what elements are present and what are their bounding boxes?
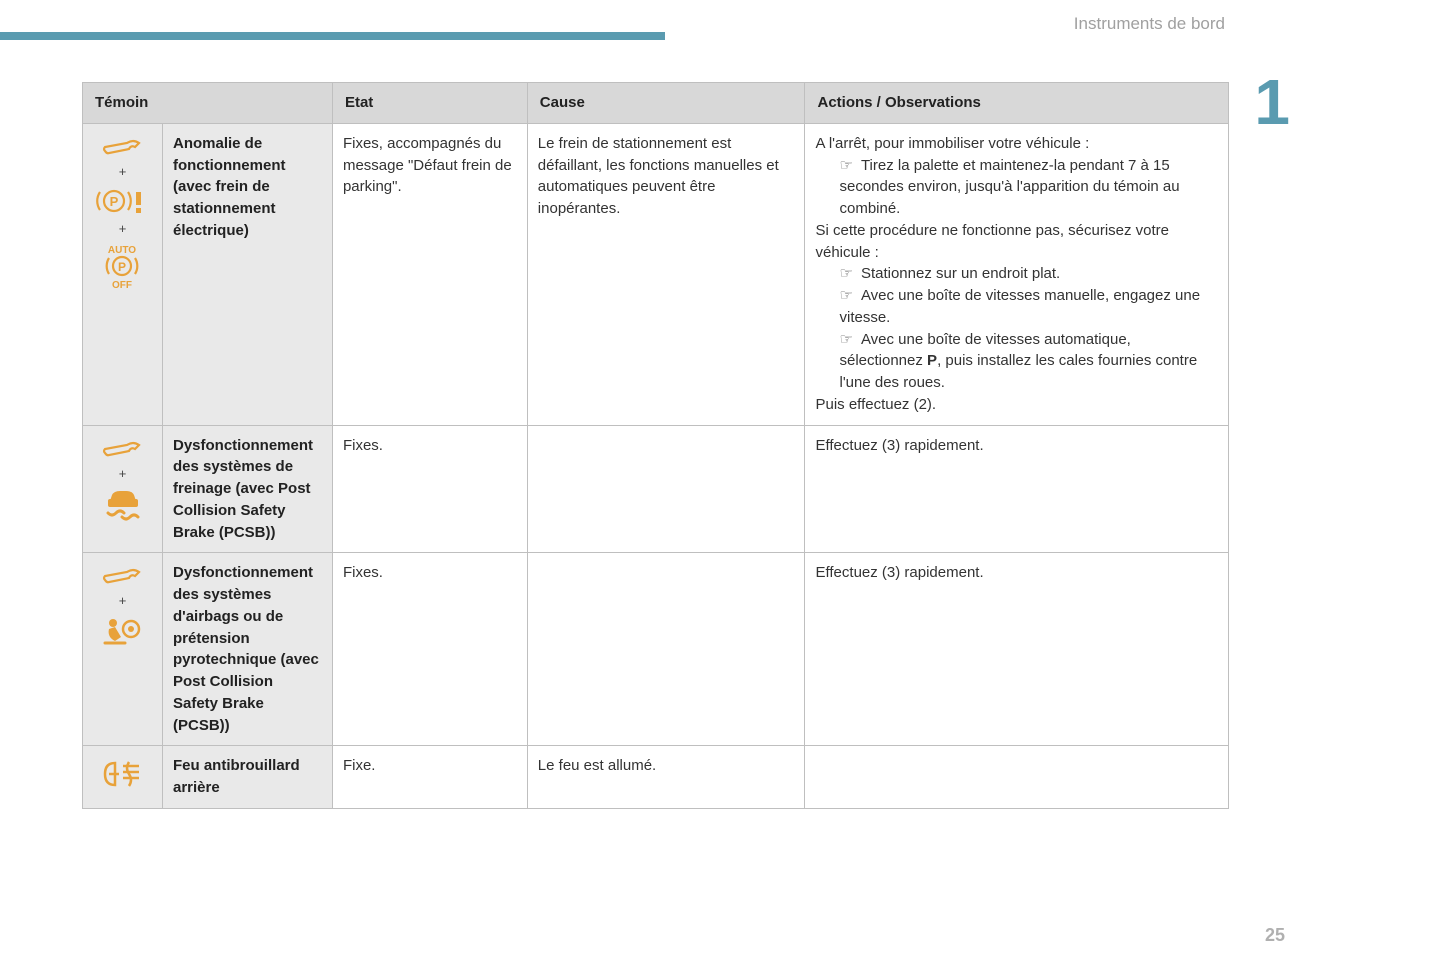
actions-cell: Effectuez (3) rapidement. [805,425,1229,553]
plus-separator: + [119,163,127,182]
actions-intro: A l'arrêt, pour immobiliser votre véhicu… [815,135,1089,152]
table-header-row: Témoin Etat Cause Actions / Observations [83,83,1229,124]
actions-cell: A l'arrêt, pour immobiliser votre véhicu… [805,123,1229,425]
car-skid-icon [102,487,142,523]
svg-text:OFF: OFF [112,280,132,290]
col-header-cause: Cause [527,83,805,124]
rear-fog-icon [99,759,145,789]
etat-cell: Fixe. [332,746,527,809]
table-row: + Dysfonctionnement des systèmes de frei… [83,425,1229,553]
icon-cell: + P + AUTO P OFF [83,123,163,425]
col-header-temoin: Témoin [83,83,333,124]
table-row: + Dysfonctionnement des systèmes d'airba… [83,553,1229,746]
actions-intro: Si cette procédure ne fonctionne pas, sé… [815,222,1169,261]
svg-text:P: P [110,194,119,209]
wrench-icon [101,137,143,159]
table-row: + P + AUTO P OFF Anomalie de fonctionnemen… [83,123,1229,425]
cause-cell: Le feu est allumé. [527,746,805,809]
plus-separator: + [119,220,127,239]
section-title: Instruments de bord [1074,14,1225,34]
top-accent-bar [0,32,665,40]
label-cell: Dysfonctionnement des systèmes d'airbags… [162,553,332,746]
cause-cell: Le frein de stationnement est défaillant… [527,123,805,425]
actions-bullet: Stationnez sur un endroit plat. [815,263,1218,285]
actions-bullet: Avec une boîte de vitesses manuelle, eng… [815,285,1218,329]
actions-outro: Puis effectuez (2). [815,396,936,413]
actions-cell: Effectuez (3) rapidement. [805,553,1229,746]
parking-brake-warn-icon: P [94,186,150,216]
actions-bold: P [927,352,937,369]
wrench-icon [101,439,143,461]
plus-separator: + [119,592,127,611]
actions-bullet: Tirez la palette et maintenez-la pendant… [815,155,1218,220]
cause-cell [527,553,805,746]
label-cell: Dysfonctionnement des systèmes de freina… [162,425,332,553]
svg-text:AUTO: AUTO [108,245,136,256]
icon-cell: + [83,425,163,553]
col-header-actions: Actions / Observations [805,83,1229,124]
etat-cell: Fixes, accompagnés du message "Défaut fr… [332,123,527,425]
label-cell: Anomalie de fonctionnement (avec frein d… [162,123,332,425]
icon-cell: + [83,553,163,746]
etat-cell: Fixes. [332,425,527,553]
label-cell: Feu antibrouillard arrière [162,746,332,809]
etat-cell: Fixes. [332,553,527,746]
svg-text:P: P [118,260,126,274]
icon-cell [83,746,163,809]
actions-bullet: Avec une boîte de vitesses automatique, … [815,329,1218,394]
chapter-number: 1 [1254,70,1290,134]
actions-cell [805,746,1229,809]
table-row: Feu antibrouillard arrière Fixe. Le feu … [83,746,1229,809]
cause-cell [527,425,805,553]
plus-separator: + [119,465,127,484]
col-header-etat: Etat [332,83,527,124]
auto-p-off-icon: AUTO P OFF [98,242,146,290]
warning-lights-table: Témoin Etat Cause Actions / Observations… [82,82,1229,809]
page-number: 25 [1265,925,1285,946]
airbag-icon [101,615,143,647]
wrench-icon [101,566,143,588]
